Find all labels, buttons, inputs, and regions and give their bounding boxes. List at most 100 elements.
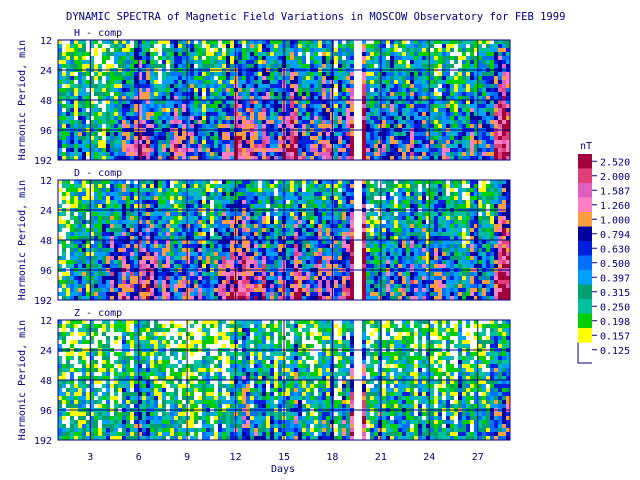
spectrum-cell	[102, 224, 106, 228]
spectrum-cell	[170, 64, 174, 68]
spectrum-cell	[186, 136, 190, 140]
spectrum-cell	[82, 228, 86, 232]
spectrum-cell	[78, 204, 82, 208]
spectrum-cell	[122, 272, 126, 276]
spectrum-cell	[126, 184, 130, 188]
spectrum-cell	[350, 48, 354, 52]
spectrum-cell	[406, 84, 410, 88]
spectrum-cell	[170, 280, 174, 284]
spectrum-cell	[146, 232, 150, 236]
spectrum-cell	[90, 76, 94, 80]
spectrum-cell	[238, 288, 242, 292]
spectrum-cell	[502, 140, 506, 144]
spectrum-cell	[258, 124, 262, 128]
spectrum-cell	[438, 40, 442, 44]
spectrum-cell	[182, 148, 186, 152]
spectrum-cell	[114, 108, 118, 112]
spectrum-cell	[130, 256, 134, 260]
spectrum-cell	[446, 44, 450, 48]
spectrum-cell	[370, 92, 374, 96]
spectrum-cell	[130, 108, 134, 112]
spectrum-cell	[162, 288, 166, 292]
spectrum-cell	[178, 280, 182, 284]
spectrum-cell	[162, 296, 166, 300]
spectrum-cell	[238, 256, 242, 260]
spectrum-cell	[198, 220, 202, 224]
spectrum-cell	[386, 120, 390, 124]
spectrum-cell	[382, 104, 386, 108]
spectrum-cell	[110, 84, 114, 88]
spectrum-cell	[166, 216, 170, 220]
spectrum-cell	[302, 132, 306, 136]
spectrum-cell	[82, 236, 86, 240]
spectrum-cell	[166, 184, 170, 188]
spectrum-cell	[58, 156, 62, 160]
spectrum-cell	[222, 200, 226, 204]
spectrum-cell	[462, 148, 466, 152]
spectrum-cell	[214, 92, 218, 96]
spectrum-cell	[122, 236, 126, 240]
spectrum-cell	[194, 236, 198, 240]
spectrum-cell	[250, 148, 254, 152]
spectrum-cell	[446, 84, 450, 88]
spectrum-cell	[126, 196, 130, 200]
spectrum-cell	[370, 108, 374, 112]
spectrum-cell	[70, 152, 74, 156]
spectrum-cell	[238, 148, 242, 152]
spectrum-cell	[406, 104, 410, 108]
spectrum-cell	[162, 292, 166, 296]
spectrum-cell	[74, 76, 78, 80]
spectrum-cell	[278, 252, 282, 256]
spectrum-cell	[450, 156, 454, 160]
spectrum-cell	[194, 96, 198, 100]
spectrum-cell	[86, 260, 90, 264]
spectrum-cell	[198, 184, 202, 188]
spectrum-cell	[162, 156, 166, 160]
spectrum-cell	[286, 184, 290, 188]
spectrum-cell	[402, 56, 406, 60]
spectrum-cell	[342, 96, 346, 100]
spectrum-cell	[254, 252, 258, 256]
spectrum-cell	[142, 120, 146, 124]
spectrum-cell	[90, 272, 94, 276]
spectrum-cell	[366, 96, 370, 100]
spectrum-cell	[422, 124, 426, 128]
spectrum-cell	[198, 116, 202, 120]
spectrum-cell	[58, 120, 62, 124]
spectrum-cell	[370, 76, 374, 80]
spectrum-cell	[286, 144, 290, 148]
spectrum-cell	[86, 152, 90, 156]
spectrum-cell	[314, 140, 318, 144]
spectrum-cell	[254, 136, 258, 140]
spectrum-cell	[278, 188, 282, 192]
spectrum-cell	[70, 292, 74, 296]
spectrum-cell	[394, 56, 398, 60]
spectrum-cell	[218, 264, 222, 268]
spectrum-cell	[250, 260, 254, 264]
spectrum-cell	[142, 52, 146, 56]
spectrum-cell	[134, 188, 138, 192]
spectrum-cell	[390, 152, 394, 156]
spectrum-cell	[206, 288, 210, 292]
spectrum-cell	[114, 80, 118, 84]
spectrum-cell	[206, 96, 210, 100]
spectrum-cell	[422, 144, 426, 148]
spectrum-cell	[462, 88, 466, 92]
spectrum-cell	[202, 80, 206, 84]
spectrum-cell	[74, 280, 78, 284]
spectrum-cell	[398, 56, 402, 60]
spectrum-cell	[66, 292, 70, 296]
spectrum-cell	[370, 132, 374, 136]
spectrum-cell	[106, 52, 110, 56]
spectrum-cell	[266, 240, 270, 244]
spectrum-cell	[130, 92, 134, 96]
spectrum-cell	[478, 96, 482, 100]
spectrum-cell	[426, 72, 430, 76]
spectrum-cell	[294, 256, 298, 260]
spectrum-cell	[402, 112, 406, 116]
spectrum-cell	[206, 292, 210, 296]
spectrum-cell	[250, 44, 254, 48]
spectrum-cell	[58, 276, 62, 280]
spectrum-cell	[394, 112, 398, 116]
spectrum-cell	[70, 148, 74, 152]
